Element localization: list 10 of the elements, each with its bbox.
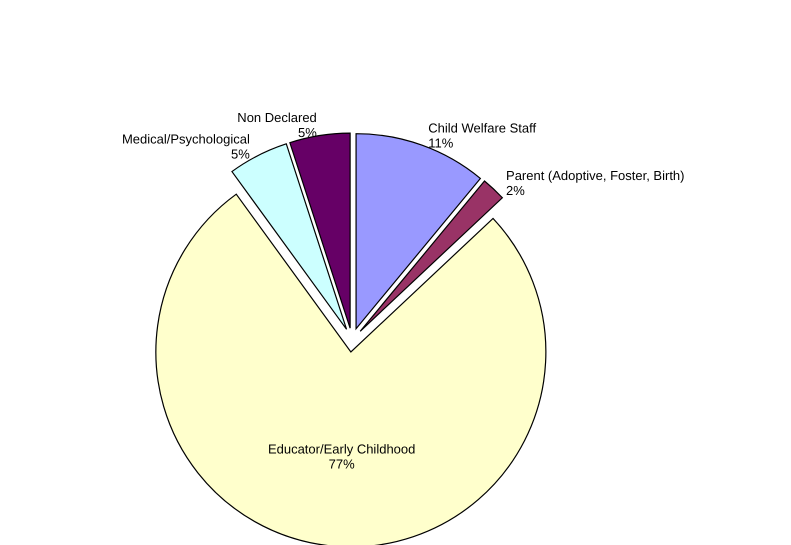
slice-label: Educator/Early Childhood (268, 442, 416, 457)
data-label: 5% (231, 146, 250, 162)
data-label: 2% (506, 182, 526, 198)
slice-label: Medical/Psychological (122, 132, 250, 147)
data-label: 77% (328, 456, 356, 472)
slice-label: Parent (Adoptive, Foster, Birth) (506, 168, 684, 183)
data-label: 11% (428, 135, 454, 150)
slice-label: Child Welfare Staff (428, 120, 537, 136)
data-label: 5% (298, 124, 318, 140)
slice-label: Non Declared (237, 110, 317, 125)
